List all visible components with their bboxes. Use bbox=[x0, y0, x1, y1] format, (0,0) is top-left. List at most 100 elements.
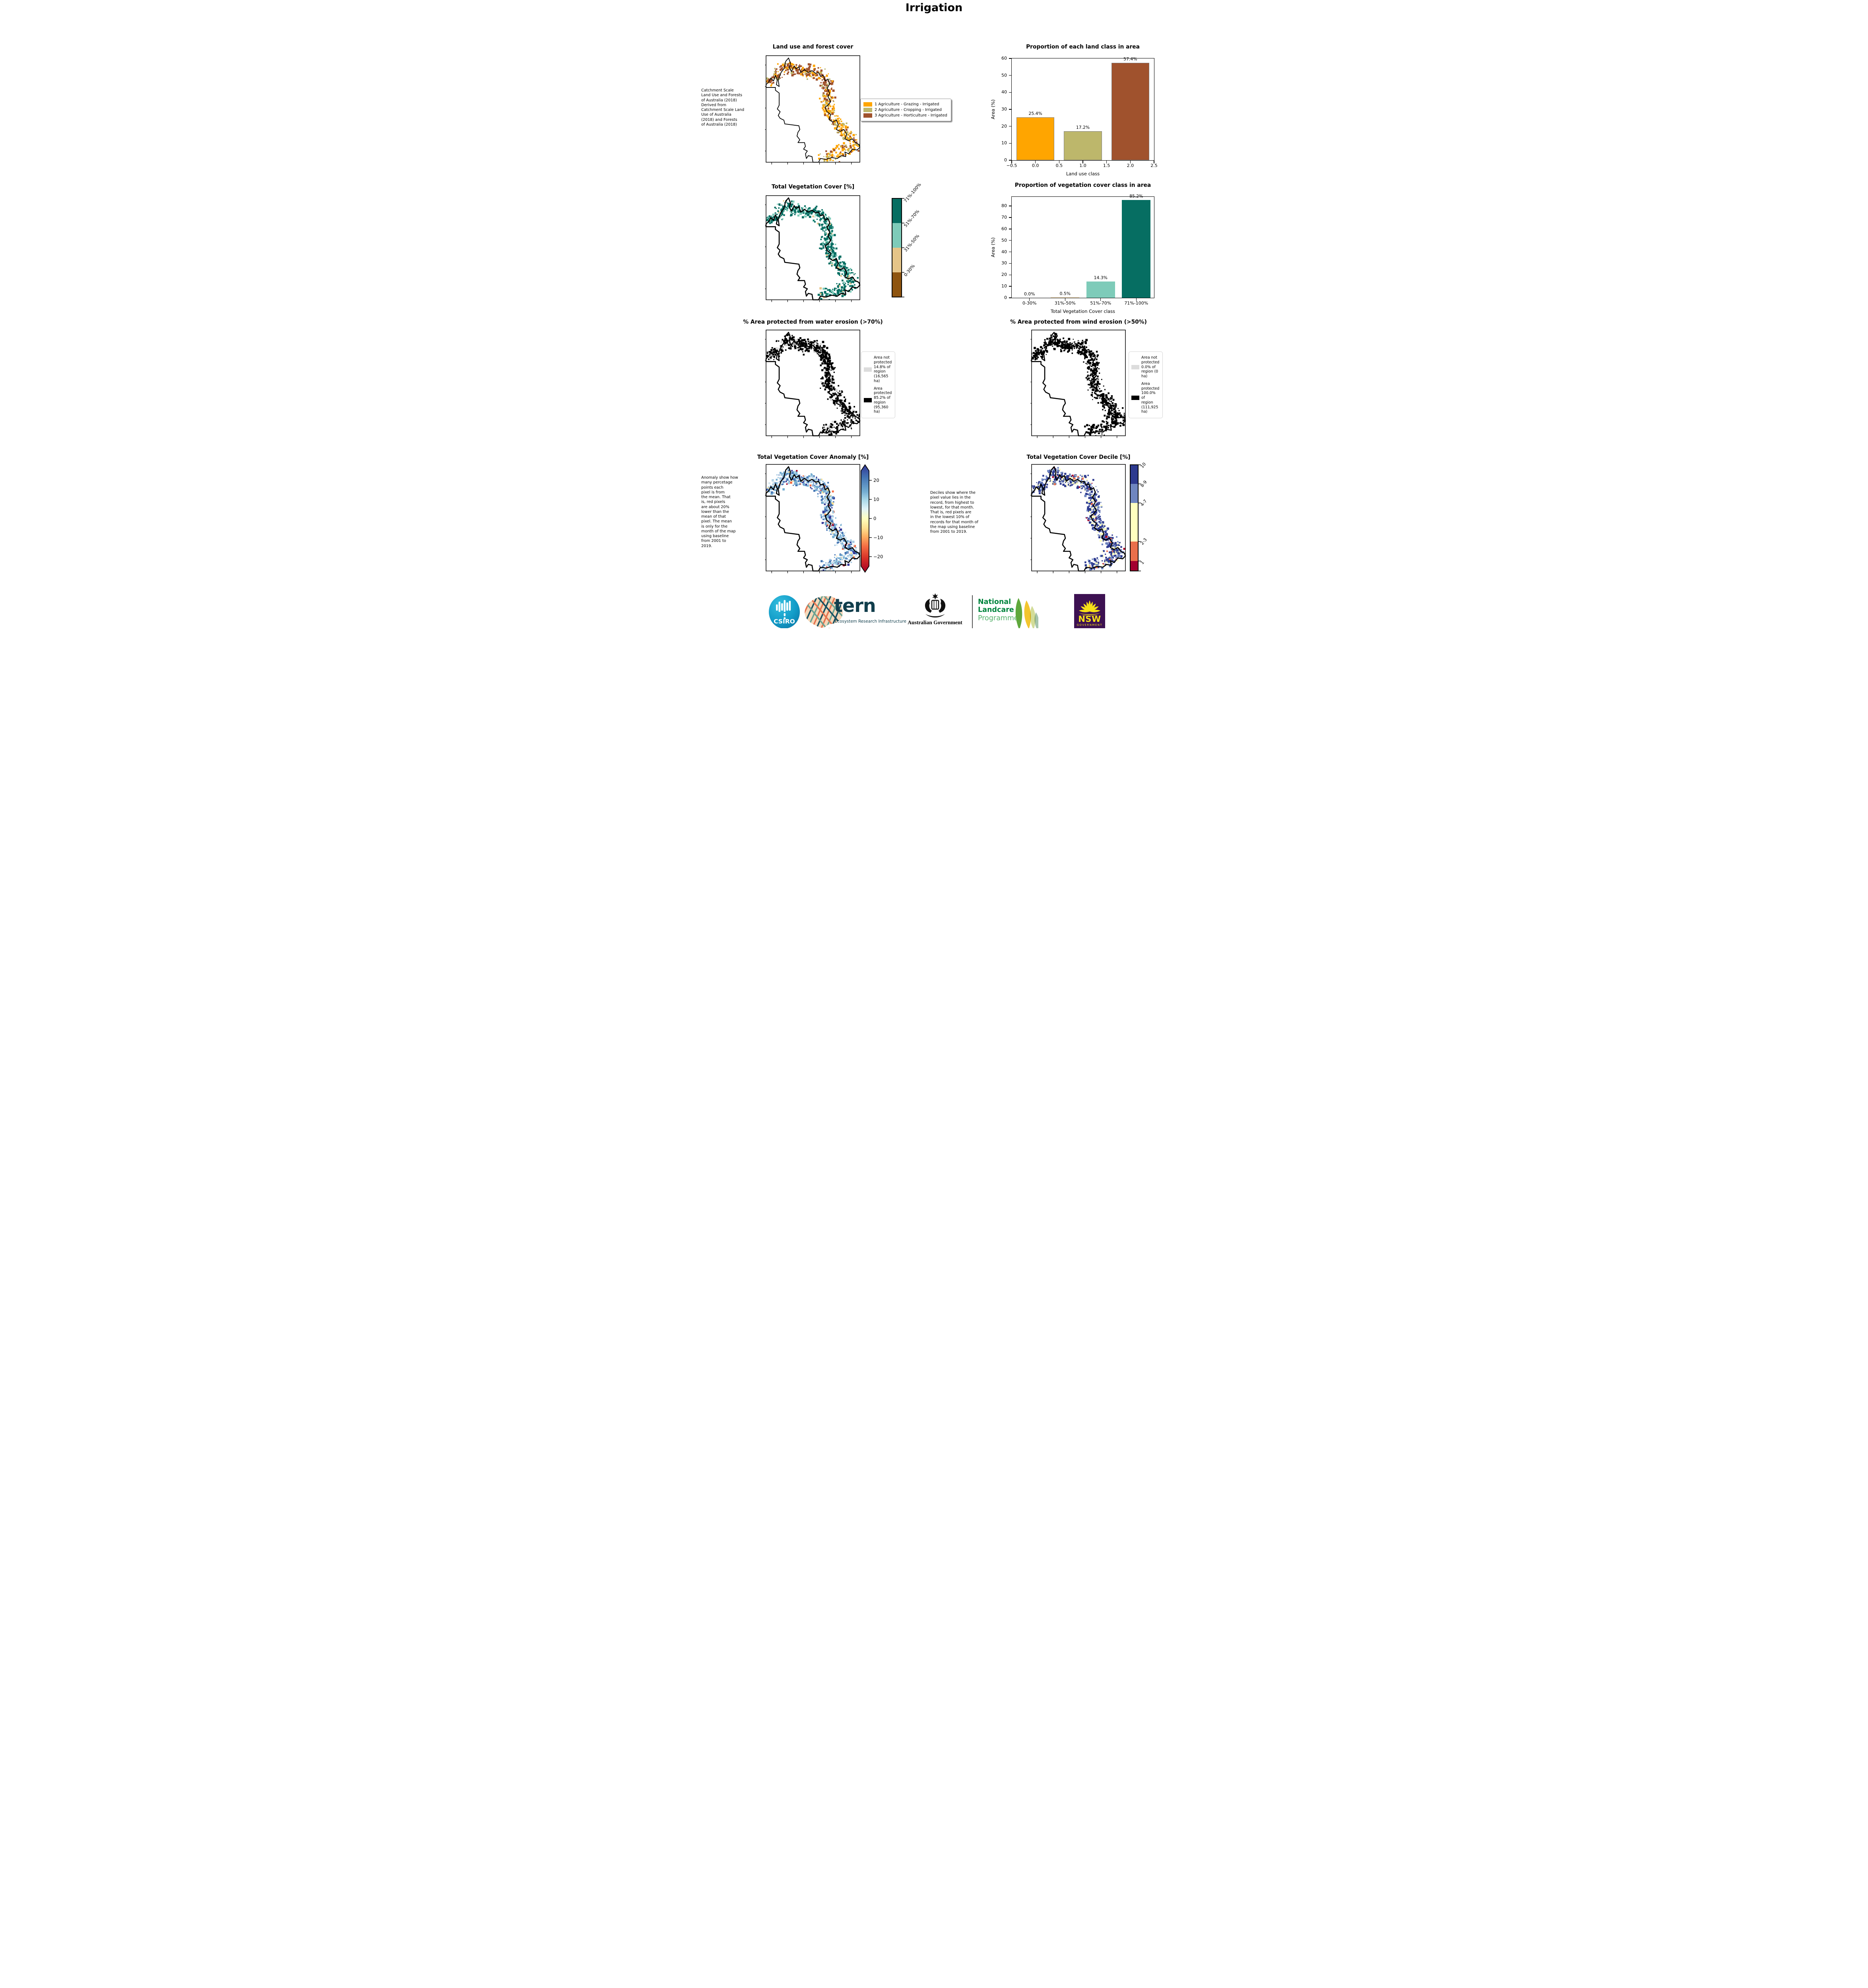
map-axis-ticks bbox=[765, 339, 851, 438]
csiro-label: CSIRO bbox=[774, 618, 795, 625]
map-frame bbox=[766, 330, 860, 436]
anomaly-note: Anomaly show how many percetage points e… bbox=[701, 476, 738, 548]
catchment-boundary bbox=[1032, 332, 1125, 436]
y-tick-label: 40 bbox=[1001, 249, 1007, 254]
landcare-leaves-icon bbox=[1015, 598, 1038, 628]
y-tick-label: 30 bbox=[1001, 107, 1007, 112]
cbar-tick-label: −20 bbox=[873, 554, 883, 559]
legend-item: 2 Agriculture - Cropping - Irrigated bbox=[863, 108, 947, 112]
panel-title-anomaly: Total Vegetation Cover Anomaly [%] bbox=[757, 454, 869, 460]
landuse-map bbox=[766, 56, 860, 162]
cbar-ticks bbox=[902, 198, 904, 297]
cbar-seg-51-70 bbox=[892, 223, 902, 248]
map-pixels bbox=[766, 200, 860, 300]
x-tick-label: −0.5 bbox=[1006, 163, 1017, 168]
x-tick-mark bbox=[1029, 298, 1030, 301]
cbar-seg-0-30 bbox=[892, 272, 902, 297]
page-title: Irrigation bbox=[905, 2, 963, 14]
tern-australia-icon bbox=[805, 596, 843, 628]
x-tick-label: 2.5 bbox=[1150, 163, 1158, 168]
not-protected-swatch bbox=[1131, 365, 1139, 369]
catchment-boundary bbox=[766, 198, 860, 300]
y-tick-label: 50 bbox=[1001, 237, 1007, 243]
x-tick-label: 1.0 bbox=[1079, 163, 1086, 168]
chart-title: Proportion of vegetation cover class in … bbox=[1015, 182, 1151, 188]
y-tick-label: 70 bbox=[1001, 214, 1007, 220]
nsw-government-logo: NSW GOVERNMENT bbox=[1074, 594, 1105, 628]
y-tick-label: 0 bbox=[1004, 157, 1007, 163]
bar bbox=[1016, 117, 1055, 160]
legend-item: Area protected 85.2% of region (95,360 h… bbox=[864, 386, 892, 415]
y-tick-label: 80 bbox=[1001, 203, 1007, 209]
vegcover-colorbar: 71%-100% 51%-70% 31%-50% 0-30% bbox=[892, 182, 922, 297]
cbar-label: 31%-50% bbox=[903, 233, 920, 253]
x-tick-mark bbox=[1035, 160, 1036, 163]
x-tick-label: 51%-70% bbox=[1090, 301, 1111, 306]
decile-colorbar: 10 8-9 4-7 2-3 1 bbox=[1130, 462, 1148, 571]
cbar-seg-10 bbox=[1130, 465, 1138, 484]
nsw-sub-label: GOVERNMENT bbox=[1077, 623, 1103, 627]
cbar-label: 8-9 bbox=[1139, 480, 1148, 488]
y-tick-mark bbox=[1009, 263, 1012, 264]
y-tick-label: 0 bbox=[1004, 295, 1007, 300]
landclass-bar-chart: Proportion of each land class in area 0 1… bbox=[990, 44, 1158, 177]
cbar-seg-71-100 bbox=[892, 198, 902, 223]
cbar-tick-label: 10 bbox=[873, 497, 879, 502]
cbar-seg-1 bbox=[1130, 561, 1138, 571]
catchment-boundary bbox=[766, 58, 860, 162]
cbar-tick-label: 20 bbox=[873, 478, 879, 483]
x-tick-label: 0-30% bbox=[1022, 301, 1037, 306]
x-tick-mark bbox=[1082, 160, 1083, 163]
nlp-line: National bbox=[978, 598, 1011, 606]
legend-item: Area not protected 14.8% of region (16,5… bbox=[864, 355, 892, 384]
not-protected-swatch bbox=[864, 367, 872, 372]
irrigation-report-page: Irrigation Catchment Scale Land Use and … bbox=[700, 0, 1168, 628]
cbar-label: 10 bbox=[1139, 462, 1147, 469]
cbar-label: 51%-70% bbox=[903, 209, 920, 228]
map-frame bbox=[1032, 464, 1125, 571]
tern-wordmark: tern bbox=[834, 595, 876, 616]
bar-value-label: 0.5% bbox=[1059, 291, 1071, 296]
national-landcare-programme: National Landcare Programme bbox=[978, 598, 1018, 623]
map-frame bbox=[766, 56, 860, 162]
y-tick-label: 30 bbox=[1001, 260, 1007, 266]
legend-item: 1 Agriculture - Grazing - Irrigated bbox=[863, 102, 947, 107]
x-tick-mark bbox=[1130, 160, 1131, 163]
x-axis-label: Total Vegetation Cover class bbox=[1050, 309, 1115, 314]
csiro-logo: CSIRO bbox=[769, 595, 800, 628]
bar bbox=[1064, 131, 1102, 160]
cbar-ticks bbox=[1138, 464, 1141, 571]
decile-map bbox=[1032, 464, 1125, 571]
bar bbox=[1111, 63, 1150, 160]
bar bbox=[1051, 297, 1080, 298]
bar-value-label: 57.4% bbox=[1123, 56, 1137, 62]
cbar-seg-31-50 bbox=[892, 248, 902, 272]
bar-value-label: 25.4% bbox=[1028, 111, 1042, 116]
map-frame bbox=[766, 196, 860, 300]
legend-label: Area protected 100.0% of region (111,925… bbox=[1141, 381, 1160, 414]
protected-swatch bbox=[864, 398, 872, 403]
cbar-tick-label: −10 bbox=[873, 535, 883, 540]
panel-title-landuse-map: Land use and forest cover bbox=[772, 44, 853, 50]
map-axis-ticks bbox=[765, 205, 851, 302]
water-erosion-legend: Area not protected 14.8% of region (16,5… bbox=[861, 351, 895, 418]
coat-of-arms-icon bbox=[925, 593, 946, 617]
panel-title-decile: Total Vegetation Cover Decile [%] bbox=[1026, 454, 1131, 460]
legend-item: Area protected 100.0% of region (111,925… bbox=[1131, 382, 1160, 414]
anomaly-gradient-bar bbox=[861, 464, 869, 573]
legend-label: 2 Agriculture - Cropping - Irrigated bbox=[875, 108, 942, 112]
wind-erosion-legend: Area not protected 0.0% of region (0 ha)… bbox=[1129, 351, 1163, 418]
bar-value-label: 0.0% bbox=[1024, 291, 1035, 297]
legend-label: Area not protected 0.0% of region (0 ha) bbox=[1141, 355, 1160, 379]
bar bbox=[1122, 200, 1151, 298]
grazing-swatch bbox=[863, 102, 872, 107]
cbar-label: 2-3 bbox=[1139, 537, 1148, 546]
y-tick-mark bbox=[1009, 143, 1012, 144]
legend-item: 3 Agriculture - Horticulture - Irrigated bbox=[863, 113, 947, 118]
cbar-ticks bbox=[869, 480, 872, 557]
cbar-label: 0-30% bbox=[903, 263, 916, 277]
decile-note: Deciles show where the pixel value lies … bbox=[930, 491, 978, 534]
legend-item: Area not protected 0.0% of region (0 ha) bbox=[1131, 355, 1160, 379]
australian-government-label: Australian Government bbox=[908, 619, 962, 625]
map-pixels bbox=[766, 62, 860, 162]
